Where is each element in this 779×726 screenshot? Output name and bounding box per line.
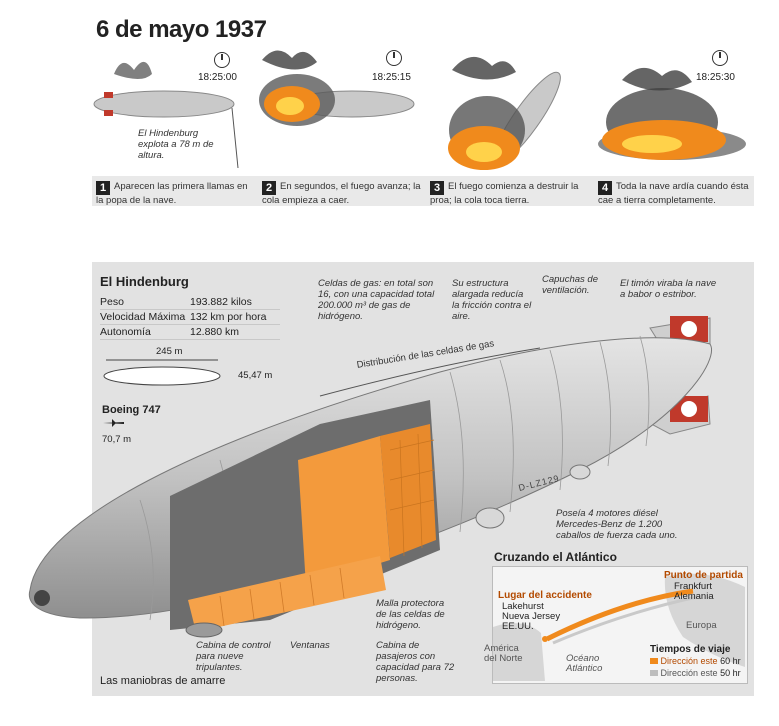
spec-row: Velocidad Máxima 132 km por hora xyxy=(100,310,280,325)
clock-icon xyxy=(214,52,230,68)
travel-east: Dirección este 60 hr xyxy=(650,656,741,666)
step-1: 1 Aparecen las primera llamas en la popa … xyxy=(96,181,256,206)
propeller-icon xyxy=(569,464,591,480)
length-label: 245 m xyxy=(156,346,183,357)
annotation-structure: Su estructura alargada reducía la fricci… xyxy=(452,278,532,322)
page-title: 6 de mayo 1937 xyxy=(96,16,267,43)
map-accident-place: Lakehurst Nueva Jersey EE.UU. xyxy=(502,601,561,632)
annotation-mesh: Malla protectora de las celdas de hidróg… xyxy=(376,598,445,631)
spec-value: 12.880 km xyxy=(190,326,240,338)
airship-burning-stage2 xyxy=(259,50,415,126)
mooring-nose xyxy=(34,590,50,606)
spec-label: Autonomía xyxy=(100,326,151,338)
arrow-east-icon xyxy=(650,658,658,664)
spec-label: Velocidad Máxima xyxy=(100,311,186,323)
spec-row: Peso 193.882 kilos xyxy=(100,295,280,310)
boeing-length: 70,7 m xyxy=(102,434,132,445)
control-gondola xyxy=(185,622,223,638)
passenger-cabins xyxy=(219,567,345,627)
airship-burning-stage3 xyxy=(448,56,561,170)
annotation-engines: Poseía 4 motores diésel Mercedes-Benz de… xyxy=(556,508,678,541)
accident-marker-icon xyxy=(542,636,548,642)
time-stamp: 18:25:15 xyxy=(372,72,411,83)
step-number: 1 xyxy=(96,181,110,195)
gas-cell xyxy=(380,424,436,558)
clock-icon xyxy=(712,50,728,66)
mooring-title: Las maniobras de amarre xyxy=(100,675,226,687)
map-label-ocean: Océano Atlántico xyxy=(566,653,603,674)
map-label-europe: Europa xyxy=(686,620,717,631)
size-comparison-outline xyxy=(103,359,221,386)
gas-cell xyxy=(298,436,390,586)
airship-intact xyxy=(93,61,239,169)
spec-value: 193.882 kilos xyxy=(190,296,252,308)
map-departure-title: Punto de partida xyxy=(664,570,743,581)
propeller-icon xyxy=(475,507,505,529)
passenger-deck xyxy=(188,556,386,632)
travel-times-title: Tiempos de viaje xyxy=(650,644,731,655)
step-4: 4 Toda la nave ardía cuando ésta cae a ti… xyxy=(598,181,754,206)
diameter-label: 45,47 m xyxy=(238,370,273,381)
map-departure-place: Frankfurt Alemania xyxy=(674,581,714,602)
step-number: 2 xyxy=(262,181,276,195)
step-2: 2 En segundos, el fuego avanza; la cola e… xyxy=(262,181,430,206)
travel-west-value: 50 hr xyxy=(720,668,741,678)
time-stamp: 18:25:00 xyxy=(198,72,237,83)
distribution-arrow xyxy=(319,347,541,397)
map-shapes xyxy=(493,573,745,681)
boeing-label: Boeing 747 xyxy=(102,404,161,416)
map-title: Cruzando el Atlántico xyxy=(494,550,617,564)
timeline-illustrations xyxy=(93,50,746,170)
specs-title: El Hindenburg xyxy=(100,274,189,289)
spec-label: Peso xyxy=(100,296,124,308)
annotation-vents: Capuchas de ventilación. xyxy=(542,274,598,296)
annotation-gas-cells: Celdas de gas: en total son 16, con una … xyxy=(318,278,435,322)
step-number: 3 xyxy=(430,181,444,195)
step-number: 4 xyxy=(598,181,612,195)
time-stamp: 18:25:30 xyxy=(696,72,735,83)
plane-icon xyxy=(103,419,124,427)
step-text: El fuego comienza a destruir la proa; la… xyxy=(430,181,579,206)
travel-east-value: 60 hr xyxy=(720,656,741,666)
annotation-control: Cabina de control para nueve tripulantes… xyxy=(196,640,271,673)
step-text: En segundos, el fuego avanza; la cola em… xyxy=(262,181,421,206)
steps-bar xyxy=(92,176,754,206)
annotation-windows: Ventanas xyxy=(290,640,330,651)
travel-west: Dirección este 50 hr xyxy=(650,668,741,678)
route-east xyxy=(545,588,694,642)
protective-mesh xyxy=(389,433,435,557)
spec-row: Autonomía 12.880 km xyxy=(100,325,280,340)
travel-east-label: Dirección este xyxy=(660,656,718,666)
map-accident-title: Lugar del accidente xyxy=(498,590,592,601)
route-west xyxy=(552,595,698,645)
spec-value: 132 km por hora xyxy=(190,311,267,323)
airship-burning-stage4 xyxy=(598,67,746,160)
step-text: Aparecen las primera llamas en la popa d… xyxy=(96,181,248,206)
step-3: 3 El fuego comienza a destruir la proa; l… xyxy=(430,181,594,206)
clock-icon xyxy=(386,50,402,66)
arrow-west-icon xyxy=(650,670,658,676)
annotation-rudder: El timón viraba la nave a babor o estrib… xyxy=(620,278,717,300)
airship-cutaway xyxy=(28,316,712,638)
step-text: Toda la nave ardía cuando ésta cae a tie… xyxy=(598,181,749,206)
specs-box: El Hindenburg Peso 193.882 kilos Velocida… xyxy=(100,274,280,340)
travel-west-label: Dirección este xyxy=(660,668,718,678)
annotation-passengers: Cabina de pasajeros con capacidad para 7… xyxy=(376,640,455,684)
explosion-note: El Hindenburg explota a 78 m de altura. xyxy=(138,128,214,161)
map-label-america: América del Norte xyxy=(484,643,523,664)
